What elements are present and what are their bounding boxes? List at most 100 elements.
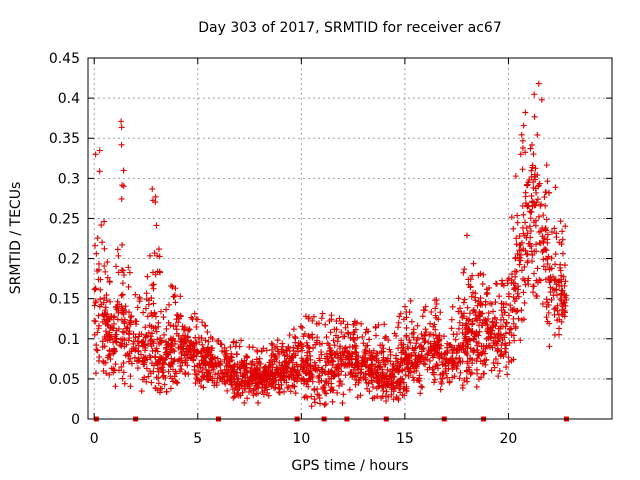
data-point [145,340,152,347]
data-point [463,375,470,382]
data-point [493,319,500,326]
data-point [383,372,390,379]
y-tick-labels: 0 0.05 0.1 0.15 0.2 0.25 0.3 0.35 0.4 0.45 [49,51,80,428]
data-point [449,303,456,310]
data-point [124,324,131,331]
data-point [334,350,341,357]
data-point [514,219,521,226]
data-point [527,234,534,241]
data-point [456,319,463,326]
data-point [155,374,162,381]
data-point [480,370,487,377]
data-point [480,271,487,278]
data-point [193,324,200,331]
data-point [110,314,117,321]
data-point [535,213,542,220]
data-point [529,198,536,205]
data-point [382,398,389,405]
data-point [162,351,169,358]
data-point [313,321,320,327]
data-point [120,369,127,376]
data-point [121,336,128,343]
data-point [399,360,406,367]
axis-ticks [88,57,612,420]
data-point [399,392,406,399]
data-point [142,305,149,312]
data-point [480,348,487,355]
data-point [390,361,397,368]
data-point [325,342,332,349]
data-point [369,369,376,376]
data-point [396,362,403,369]
data-point [548,276,555,283]
data-point [91,317,98,324]
data-point [114,316,121,323]
data-point [430,343,437,350]
data-point [172,299,179,306]
data-point [413,340,420,347]
data-point [362,370,369,377]
data-point [496,293,503,300]
data-point [344,329,351,336]
data-point [526,208,533,215]
data-point [490,308,497,315]
data-point [302,369,309,376]
data-point [347,371,354,378]
data-point [346,386,353,393]
data-point [287,388,294,395]
data-point [519,144,526,151]
data-point [517,241,524,248]
data-point [436,335,443,342]
data-point [352,381,359,388]
data-point [375,372,382,379]
data-point [480,316,487,323]
data-point [233,372,240,379]
data-point [173,326,180,333]
data-point [309,331,316,338]
data-point [175,319,182,326]
data-point [92,285,99,292]
data-point [104,274,111,281]
data-point [152,193,159,200]
data-point [561,282,568,289]
data-point [407,297,414,304]
data-point [425,339,432,346]
data-point [175,332,182,339]
data-point [254,383,261,390]
data-point [464,304,471,311]
data-point [268,346,275,353]
data-point [148,360,155,367]
data-point [254,390,261,397]
data-point [327,329,334,336]
data-point [217,341,224,348]
data-point [544,260,551,267]
data-point [260,345,267,352]
data-point [248,361,255,368]
data-point [518,247,525,254]
data-point [292,390,299,397]
data-point [119,241,126,248]
data-point [464,341,471,348]
data-point [516,255,523,262]
data-point [162,375,169,382]
data-point [527,209,534,216]
data-point [130,338,137,345]
data-point [110,339,117,346]
data-point [470,289,477,296]
data-point [155,323,162,330]
data-point [366,348,373,355]
data-point [312,362,319,369]
data-point [405,372,412,379]
data-point [235,375,242,382]
data-point [94,268,101,275]
data-point [368,354,375,361]
data-point [394,366,401,373]
data-point [273,366,280,373]
data-point [107,298,114,305]
data-point [460,339,467,346]
data-point [132,291,139,298]
y-tick-label: 0.25 [49,211,80,227]
data-point [151,250,158,257]
data-point [309,378,316,385]
data-point [358,369,365,376]
